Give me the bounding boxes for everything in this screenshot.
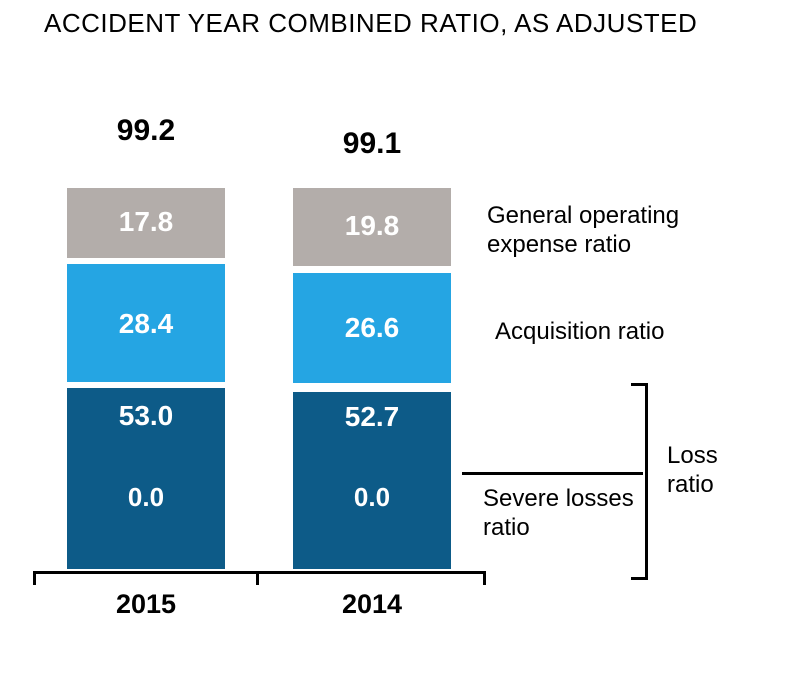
value-2014-general-operating: 19.8 bbox=[344, 210, 400, 241]
value-2014-severe: 0.0 bbox=[353, 482, 391, 512]
annotation-general-operating: General operating expense ratio bbox=[487, 202, 680, 258]
x-axis-tick-left bbox=[33, 571, 36, 585]
x-axis-tick-right bbox=[483, 571, 486, 585]
loss-ratio-bracket-vertical bbox=[645, 383, 648, 580]
segment-2015-loss bbox=[67, 388, 225, 569]
value-2014-acquisition: 26.6 bbox=[344, 312, 400, 343]
value-2015-general-operating: 17.8 bbox=[118, 206, 174, 237]
value-2015-severe: 0.0 bbox=[127, 482, 165, 512]
value-2015-acquisition: 28.4 bbox=[118, 308, 174, 339]
x-axis-line bbox=[33, 571, 486, 574]
loss-ratio-bracket-bottom-arm bbox=[631, 577, 648, 580]
category-label-2014: 2014 bbox=[341, 589, 403, 619]
annotation-acquisition: Acquisition ratio bbox=[495, 318, 665, 345]
x-axis-tick-middle bbox=[256, 571, 259, 585]
segment-2014-loss bbox=[293, 392, 451, 569]
total-label-2015: 99.2 bbox=[116, 114, 176, 147]
value-2015-loss: 53.0 bbox=[118, 400, 174, 431]
chart-title: ACCIDENT YEAR COMBINED RATIO, AS ADJUSTE… bbox=[44, 8, 698, 38]
segment-2015-acquisition bbox=[67, 264, 225, 382]
segment-2014-acquisition bbox=[293, 273, 451, 383]
loss-ratio-bracket-top-arm bbox=[631, 383, 648, 386]
segment-2015-general-operating bbox=[67, 188, 225, 258]
value-2014-loss: 52.7 bbox=[344, 401, 400, 432]
total-label-2014: 99.1 bbox=[342, 127, 402, 160]
segment-2014-general-operating bbox=[293, 188, 451, 266]
severe-losses-leader-line bbox=[462, 472, 643, 475]
category-label-2015: 2015 bbox=[115, 589, 177, 619]
annotation-loss-ratio: Loss ratio bbox=[667, 442, 718, 498]
annotation-severe-losses: Severe losses ratio bbox=[483, 485, 634, 541]
